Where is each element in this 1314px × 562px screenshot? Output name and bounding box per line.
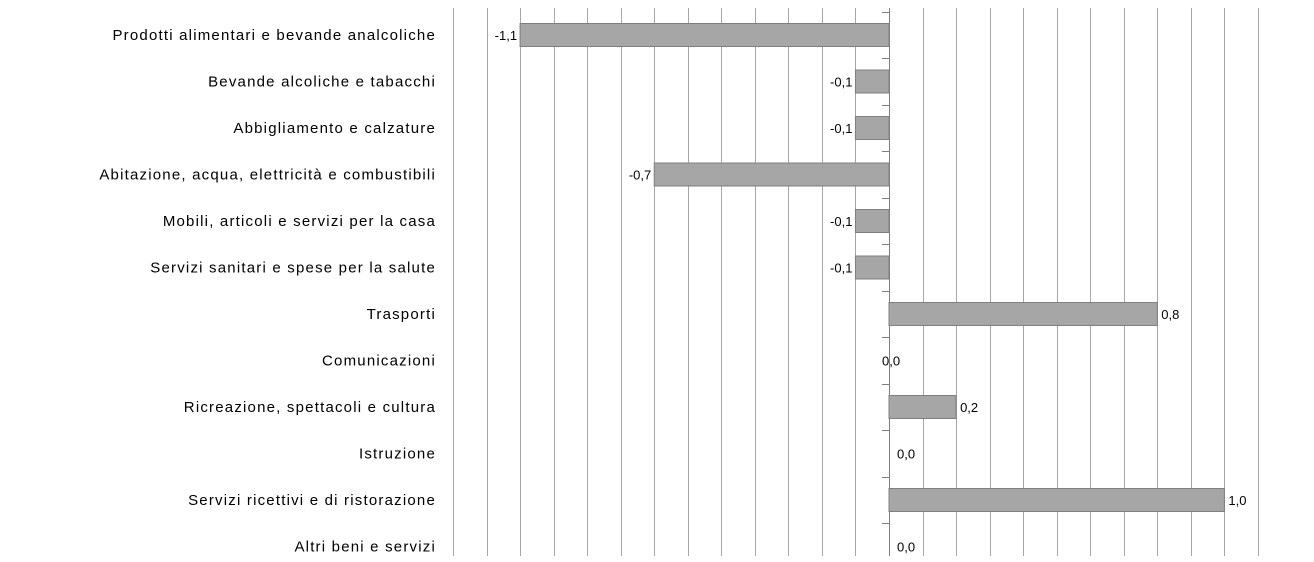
category-label: Bevande alcoliche e tabacchi bbox=[208, 74, 436, 91]
data-label: -0,1 bbox=[830, 214, 852, 229]
category-label: Prodotti alimentari e bevande analcolich… bbox=[112, 27, 436, 44]
category-label: Ricreazione, spettacoli e cultura bbox=[184, 399, 436, 416]
bar bbox=[653, 162, 890, 187]
bar bbox=[854, 255, 890, 280]
bar bbox=[888, 395, 957, 419]
data-label: 0,0 bbox=[897, 540, 915, 555]
data-label: -0,1 bbox=[830, 261, 852, 276]
data-label: -0,1 bbox=[830, 75, 852, 90]
data-label: -0,1 bbox=[830, 121, 852, 136]
data-label: 0,8 bbox=[1161, 307, 1179, 322]
data-label: 0,0 bbox=[897, 447, 915, 462]
category-label: Istruzione bbox=[359, 446, 436, 463]
bars bbox=[519, 23, 1225, 512]
data-label: -0,7 bbox=[629, 168, 651, 183]
category-label: Abbigliamento e calzature bbox=[233, 120, 436, 137]
category-labels: Prodotti alimentari e bevande analcolich… bbox=[99, 27, 436, 556]
data-label: 1,0 bbox=[1228, 493, 1246, 508]
category-label: Mobili, articoli e servizi per la casa bbox=[163, 213, 436, 230]
bar bbox=[854, 209, 890, 233]
category-label: Abitazione, acqua, elettricità e combust… bbox=[99, 167, 436, 184]
data-label: 0,2 bbox=[960, 400, 978, 415]
bar bbox=[854, 116, 890, 140]
data-label: 0,0 bbox=[882, 354, 900, 369]
category-label: Servizi sanitari e spese per la salute bbox=[150, 260, 436, 277]
bar bbox=[519, 23, 890, 47]
category-axis bbox=[882, 8, 890, 556]
data-labels: -1,1 -0,1 -0,1 -0,7 -0,1 -0,1 0,8 0,0 0,2 0,0 1,0 0… bbox=[495, 28, 1247, 555]
category-label: Trasporti bbox=[367, 306, 436, 323]
data-label: -1,1 bbox=[495, 28, 517, 43]
category-label: Altri beni e servizi bbox=[294, 539, 436, 556]
category-label: Servizi ricettivi e di ristorazione bbox=[188, 492, 436, 509]
bar bbox=[854, 69, 890, 94]
bar bbox=[888, 488, 1225, 512]
bar bbox=[888, 302, 1158, 326]
category-label: Comunicazioni bbox=[322, 353, 436, 370]
